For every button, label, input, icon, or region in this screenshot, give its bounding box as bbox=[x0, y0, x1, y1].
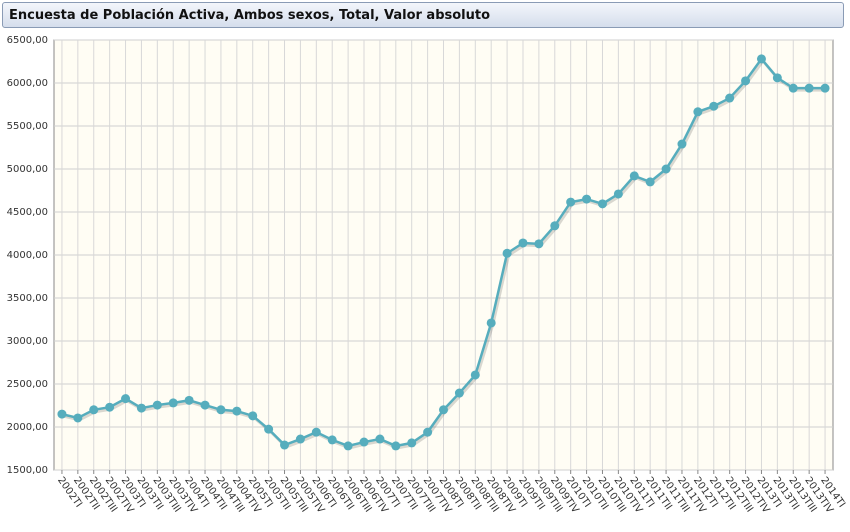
point bbox=[613, 189, 623, 199]
point bbox=[57, 409, 67, 419]
point bbox=[439, 405, 448, 415]
y-tick-label: 2500,00 bbox=[7, 379, 48, 390]
point bbox=[184, 395, 194, 405]
point bbox=[343, 441, 353, 451]
point bbox=[311, 427, 321, 437]
y-tick-label: 4000,00 bbox=[7, 250, 48, 261]
point bbox=[407, 438, 417, 448]
point bbox=[502, 248, 512, 258]
y-tick-label: 3500,00 bbox=[7, 293, 48, 304]
y-tick-label: 3000,00 bbox=[7, 336, 48, 347]
point bbox=[295, 434, 305, 444]
point bbox=[741, 76, 751, 86]
point bbox=[534, 239, 544, 249]
point bbox=[375, 434, 385, 444]
y-tick-label: 5500,00 bbox=[7, 121, 48, 132]
y-tick-label: 5000,00 bbox=[7, 164, 48, 175]
point bbox=[89, 405, 99, 415]
point bbox=[772, 73, 782, 83]
point bbox=[423, 427, 433, 437]
point bbox=[788, 83, 798, 93]
point bbox=[391, 441, 401, 451]
point bbox=[518, 238, 528, 248]
point bbox=[820, 83, 830, 93]
point bbox=[582, 194, 592, 204]
y-tick-label: 6000,00 bbox=[7, 78, 48, 89]
point bbox=[248, 411, 258, 421]
point bbox=[661, 164, 671, 174]
y-tick-label: 4500,00 bbox=[7, 207, 48, 218]
point bbox=[693, 107, 703, 117]
point bbox=[232, 406, 242, 416]
point bbox=[327, 435, 337, 445]
point bbox=[629, 171, 639, 181]
point bbox=[550, 221, 560, 231]
point bbox=[105, 402, 115, 412]
chart-title: Encuesta de Población Activa, Ambos sexo… bbox=[2, 2, 844, 28]
point bbox=[756, 54, 766, 64]
point bbox=[645, 177, 655, 187]
point bbox=[73, 413, 83, 423]
y-tick-label: 6500,00 bbox=[7, 35, 48, 46]
point bbox=[454, 388, 464, 398]
point bbox=[121, 394, 131, 404]
y-tick-label: 2000,00 bbox=[7, 422, 48, 433]
point bbox=[804, 83, 814, 93]
point bbox=[470, 370, 480, 380]
point bbox=[216, 405, 226, 415]
point bbox=[725, 93, 735, 103]
point bbox=[709, 101, 719, 111]
point bbox=[136, 403, 146, 413]
y-tick-label: 1500,00 bbox=[7, 465, 48, 476]
point bbox=[152, 400, 162, 410]
point bbox=[359, 437, 369, 447]
point bbox=[566, 197, 576, 207]
point bbox=[677, 139, 687, 149]
point bbox=[200, 400, 210, 410]
point bbox=[486, 318, 496, 328]
point bbox=[168, 398, 178, 408]
point bbox=[597, 199, 607, 209]
point bbox=[280, 440, 290, 450]
point bbox=[264, 424, 274, 434]
